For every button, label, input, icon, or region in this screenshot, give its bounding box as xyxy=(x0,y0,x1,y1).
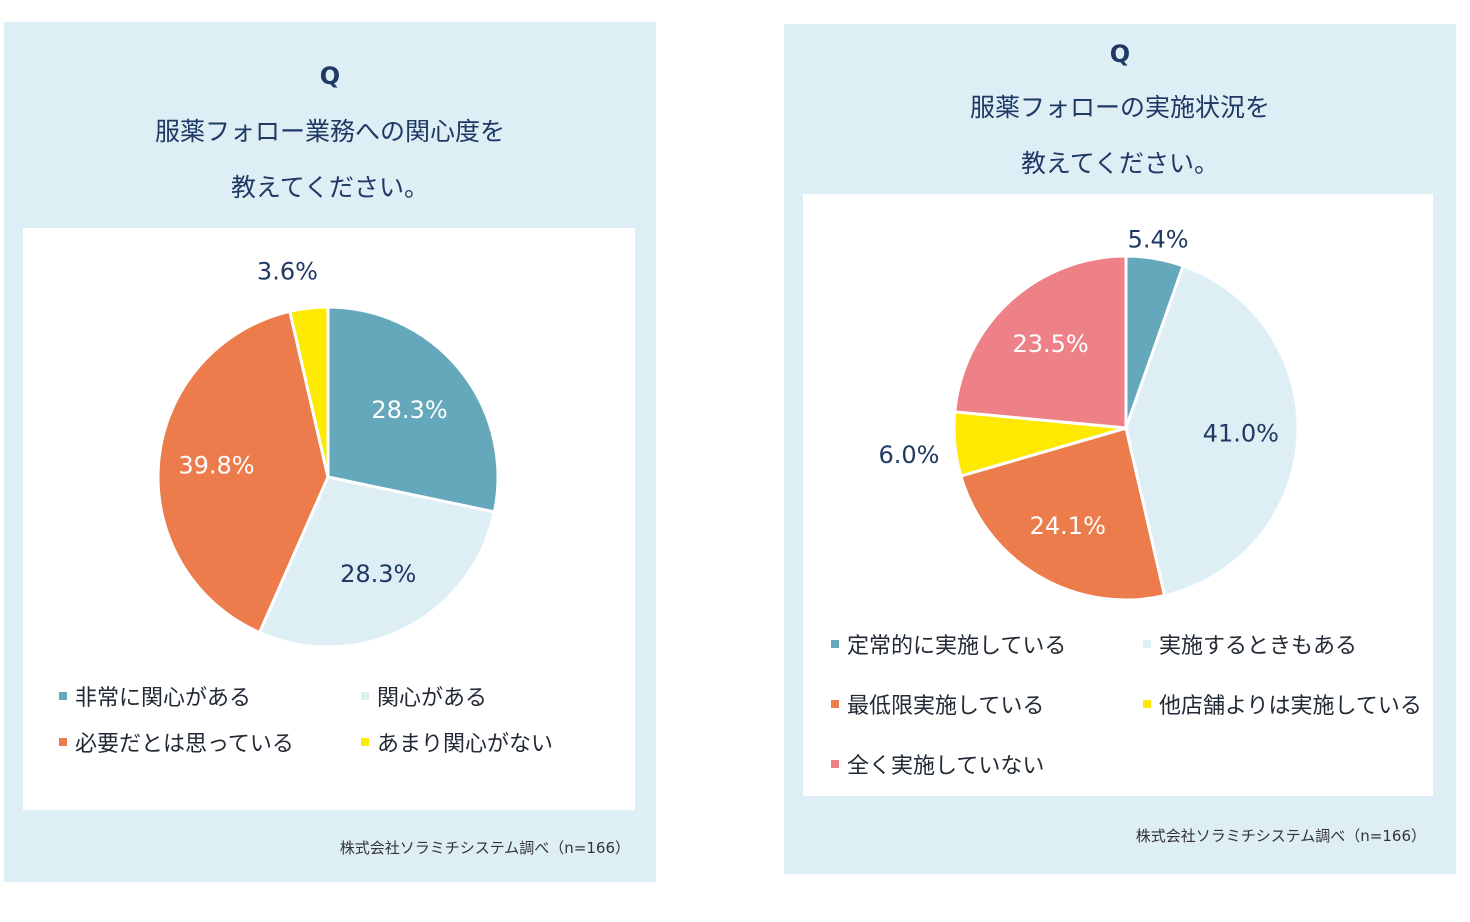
pie-slice-4 xyxy=(288,305,330,478)
pie-data-label-3: 39.8% xyxy=(178,451,254,479)
chart-title-line-1: 服薬フォロー業務への関心度を xyxy=(154,117,505,146)
legend-swatch xyxy=(1143,640,1151,648)
legend-swatch xyxy=(831,760,839,768)
legend-label: 実施するときもある xyxy=(1159,634,1358,659)
pie-slice-2 xyxy=(1124,263,1300,598)
legend-label: 関心がある xyxy=(377,686,488,711)
legend-label: あまり関心がない xyxy=(377,732,554,757)
legend-swatch xyxy=(1143,700,1151,708)
chart-title: 服薬フォロー業務への関心度を 教えてください。 xyxy=(4,104,656,216)
legend-label: 非常に関心がある xyxy=(75,686,252,711)
legend-item-more-than-others: 他店舗よりは実施している xyxy=(1143,688,1422,720)
chart-title-line-2: 教えてください。 xyxy=(230,173,429,202)
legend-item-very-interested: 非常に関心がある xyxy=(59,680,251,712)
pie-chart-implementation: 5.4% 41.0% 24.1% 6.0% 23.5% xyxy=(878,226,1300,602)
chart-title-line-2: 教えてください。 xyxy=(1020,149,1219,178)
chart-title: 服薬フォローの実施状況を 教えてください。 xyxy=(784,80,1456,192)
chart-card: 28.3% 28.3% 39.8% 3.6% 非常に関心がある 関心がある 必要だとは… xyxy=(23,228,635,810)
legend-swatch xyxy=(831,700,839,708)
legend-item-sometimes: 実施するときもある xyxy=(1143,628,1357,660)
legend-swatch xyxy=(59,692,67,700)
pie-data-label-4: 6.0% xyxy=(878,441,939,469)
pie-data-label-5: 23.5% xyxy=(1012,330,1088,358)
pie-chart-interest: 28.3% 28.3% 39.8% 3.6% xyxy=(156,257,500,649)
question-label: Q xyxy=(319,62,341,90)
legend-swatch xyxy=(361,738,369,746)
legend-label: 定常的に実施している xyxy=(847,634,1067,659)
chart-panel-implementation: Q 服薬フォローの実施状況を 教えてください。 5.4% 41.0% 24.1% 6.… xyxy=(784,24,1456,874)
legend-swatch xyxy=(59,738,67,746)
pie-slice-3 xyxy=(958,426,1167,602)
legend-label: 最低限実施している xyxy=(847,694,1045,719)
legend-item-regularly: 定常的に実施している xyxy=(831,628,1066,660)
legend-label: 他店舗よりは実施している xyxy=(1159,694,1422,719)
legend-item-interested: 関心がある xyxy=(361,680,487,712)
legend-swatch xyxy=(831,640,839,648)
legend-item-not-at-all: 全く実施していない xyxy=(831,748,1044,780)
legend-item-minimum: 最低限実施している xyxy=(831,688,1044,720)
pie-data-label-1: 28.3% xyxy=(371,396,447,424)
pie-slice-3 xyxy=(156,309,330,635)
legend-label: 全く実施していない xyxy=(847,754,1045,779)
pie-data-label-2: 28.3% xyxy=(340,560,416,588)
pie-data-label-2: 41.0% xyxy=(1203,419,1279,447)
legend-swatch xyxy=(361,692,369,700)
pie-slice-5 xyxy=(953,254,1128,430)
source-note: 株式会社ソラミチシステム調べ（n=166） xyxy=(339,839,630,857)
legend-item-think-necessary: 必要だとは思っている xyxy=(59,726,294,758)
legend-item-not-very-interested: あまり関心がない xyxy=(361,726,553,758)
source-note: 株式会社ソラミチシステム調べ（n=166） xyxy=(1135,827,1426,845)
pie-slice-2 xyxy=(257,475,497,649)
pie-data-label-1: 5.4% xyxy=(1128,226,1189,254)
question-label: Q xyxy=(1109,40,1131,68)
chart-panel-interest: Q 服薬フォロー業務への関心度を 教えてください。 28.3% 28.3% 39.8… xyxy=(4,22,656,882)
pie-data-label-3: 24.1% xyxy=(1030,512,1106,540)
pie-data-label-4: 3.6% xyxy=(257,257,318,285)
legend-label: 必要だとは思っている xyxy=(75,732,294,757)
chart-title-line-1: 服薬フォローの実施状況を xyxy=(969,93,1270,122)
pie-slice-1 xyxy=(326,305,500,514)
chart-card: 5.4% 41.0% 24.1% 6.0% 23.5% 定常的に実施している 実施すると… xyxy=(803,194,1433,796)
